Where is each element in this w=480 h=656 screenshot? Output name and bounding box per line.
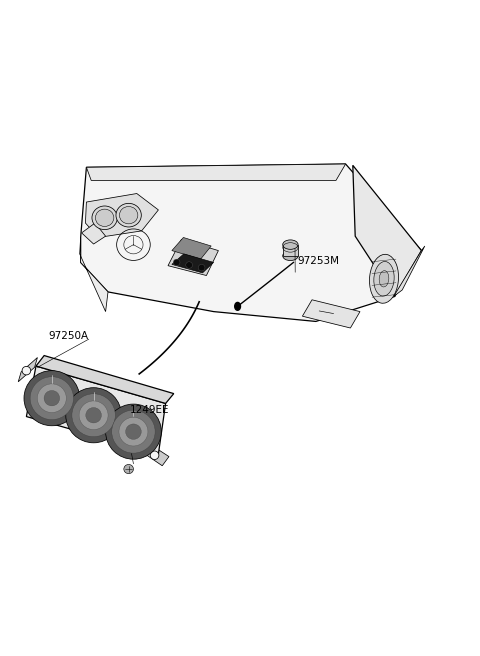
Polygon shape: [82, 223, 106, 244]
Ellipse shape: [86, 407, 101, 423]
Polygon shape: [168, 239, 218, 276]
Polygon shape: [26, 366, 166, 454]
Polygon shape: [85, 194, 158, 237]
Ellipse shape: [92, 206, 117, 230]
Polygon shape: [18, 358, 37, 382]
Polygon shape: [172, 254, 214, 273]
Ellipse shape: [124, 464, 133, 474]
Polygon shape: [86, 164, 346, 180]
Polygon shape: [172, 237, 211, 259]
Polygon shape: [302, 300, 360, 328]
Polygon shape: [80, 237, 108, 312]
Ellipse shape: [24, 371, 80, 426]
Text: 1249EE: 1249EE: [130, 405, 169, 415]
Text: 97253M: 97253M: [298, 256, 340, 266]
Ellipse shape: [173, 259, 180, 266]
Ellipse shape: [72, 394, 115, 437]
Ellipse shape: [374, 262, 394, 296]
Ellipse shape: [126, 424, 141, 440]
Text: 97250A: 97250A: [48, 331, 88, 341]
Polygon shape: [283, 245, 298, 256]
Circle shape: [235, 302, 240, 310]
Polygon shape: [394, 246, 425, 297]
Ellipse shape: [379, 271, 389, 287]
Polygon shape: [143, 444, 169, 466]
Ellipse shape: [112, 410, 155, 453]
Polygon shape: [353, 165, 421, 297]
Ellipse shape: [106, 404, 161, 459]
Ellipse shape: [150, 451, 159, 459]
Ellipse shape: [66, 388, 121, 443]
Ellipse shape: [79, 401, 108, 430]
Ellipse shape: [370, 255, 398, 303]
Ellipse shape: [22, 366, 31, 375]
Ellipse shape: [283, 240, 298, 249]
Ellipse shape: [119, 417, 148, 446]
Ellipse shape: [96, 209, 114, 226]
Polygon shape: [36, 356, 174, 403]
Ellipse shape: [283, 251, 298, 260]
Ellipse shape: [44, 390, 60, 406]
Ellipse shape: [30, 377, 73, 420]
Ellipse shape: [116, 203, 141, 227]
Ellipse shape: [120, 207, 138, 224]
Polygon shape: [81, 164, 421, 321]
Ellipse shape: [186, 262, 192, 268]
Ellipse shape: [198, 264, 205, 271]
Ellipse shape: [37, 384, 66, 413]
